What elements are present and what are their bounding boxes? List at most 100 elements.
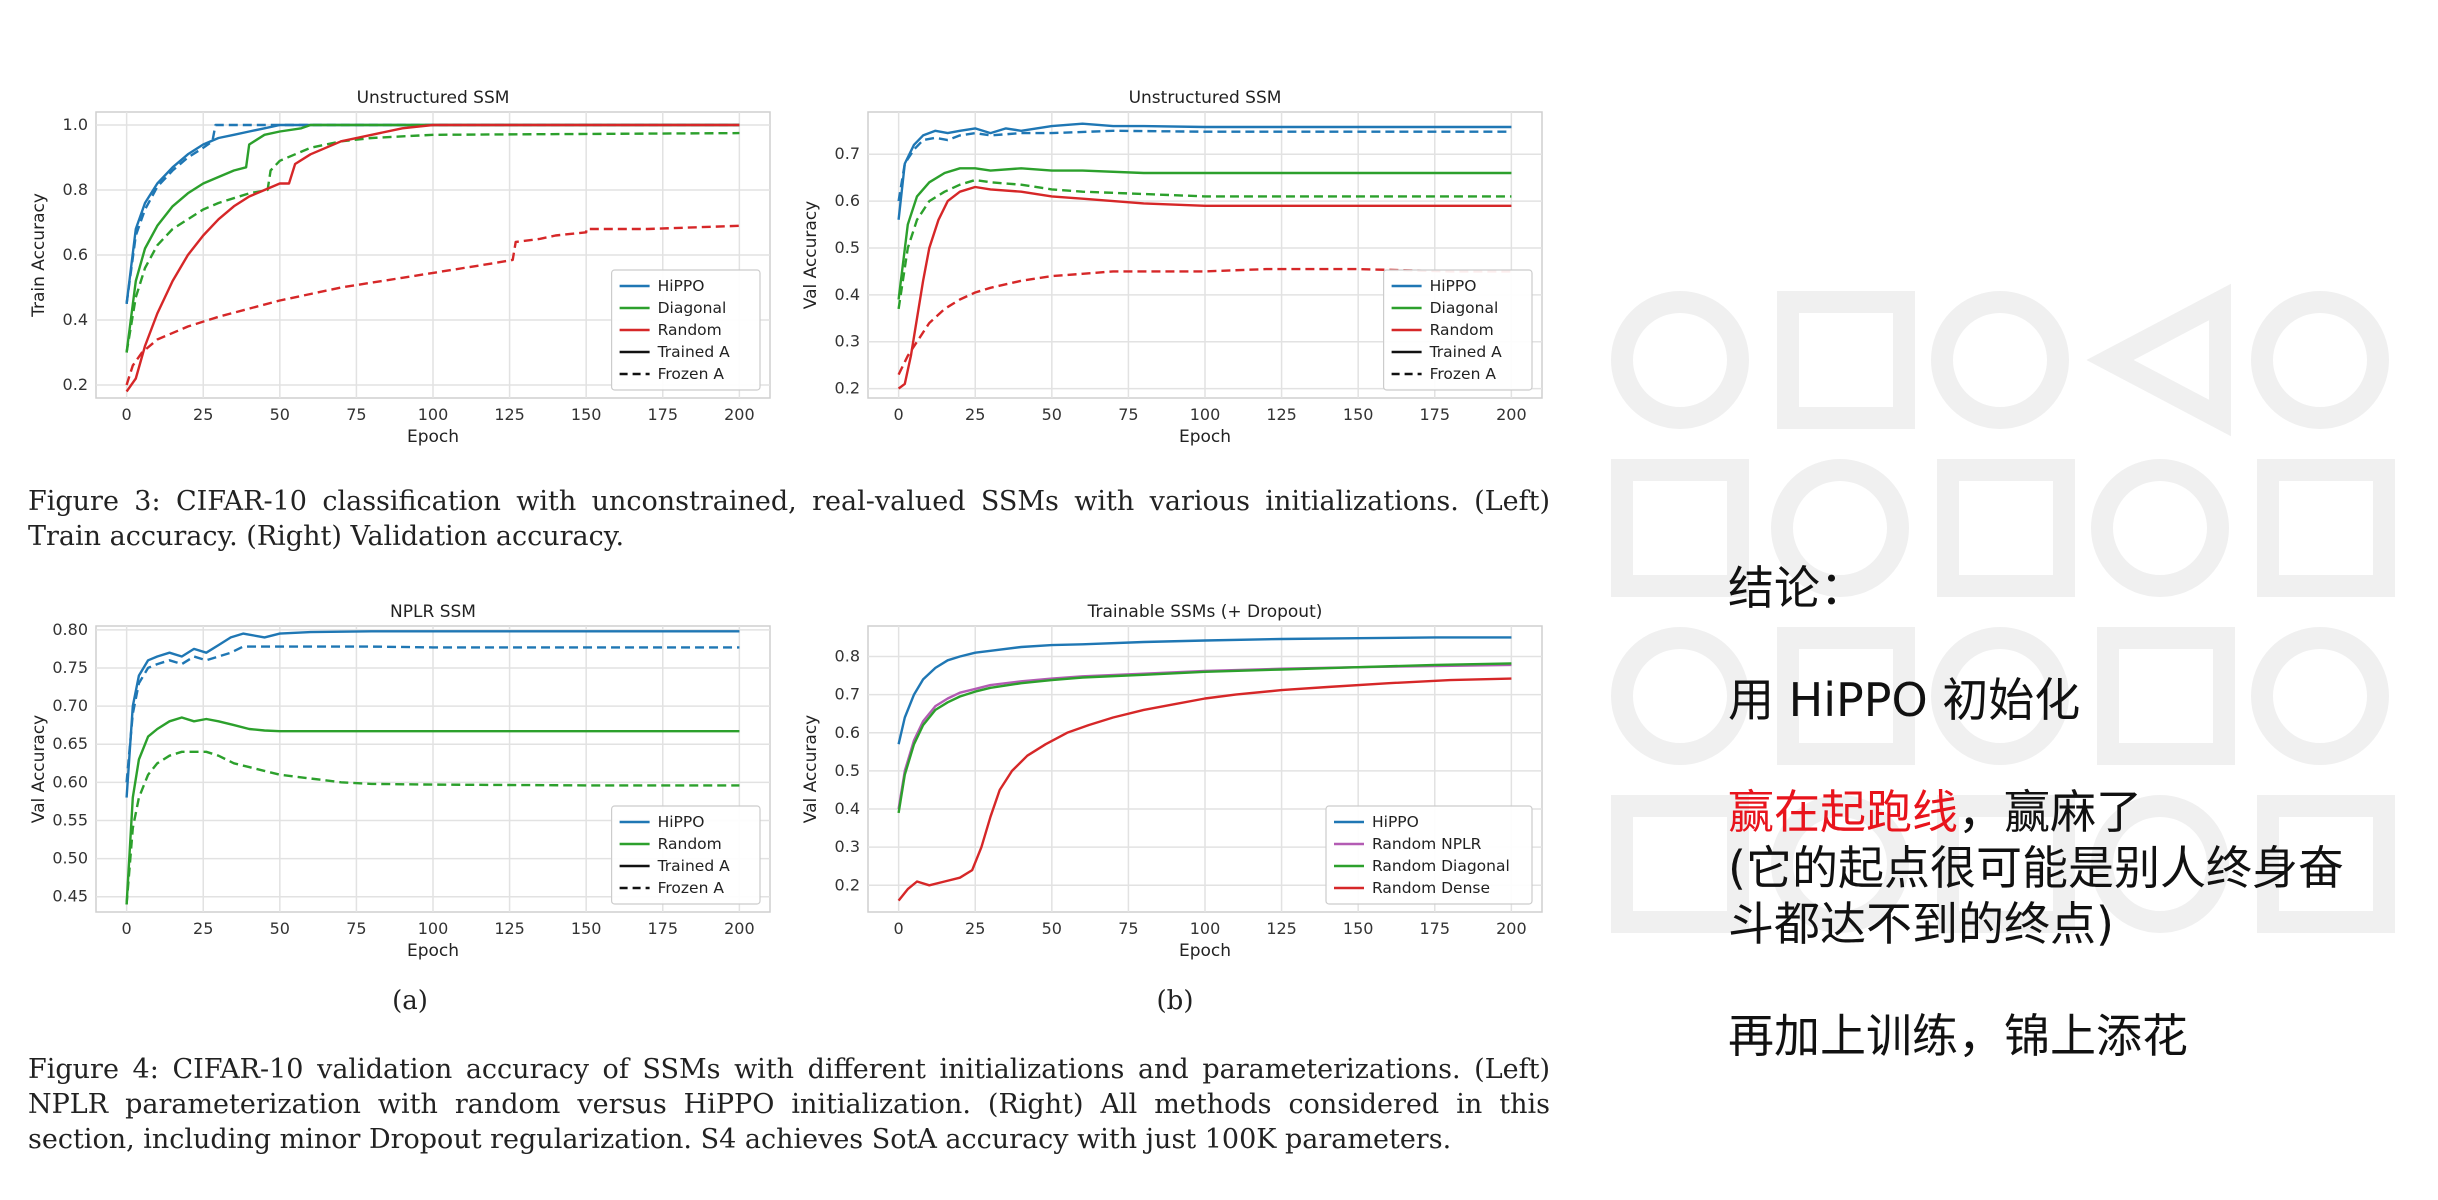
deco-square-9 [2257, 795, 2395, 933]
y-tick-label: 0.75 [52, 658, 88, 677]
y-tick-label: 1.0 [63, 115, 88, 134]
legend-label: Frozen A [1430, 365, 1497, 383]
legend-label: Random [658, 835, 722, 853]
y-tick-label: 0.65 [52, 734, 88, 753]
deco-square-5 [1777, 627, 1915, 765]
series-line-1 [125, 123, 740, 304]
chart-title: Unstructured SSM [1129, 88, 1282, 108]
x-tick-label: 175 [1419, 405, 1450, 424]
y-axis-label: Val Accuracy [29, 715, 49, 823]
x-axis-label: Epoch [407, 427, 459, 447]
deco-circle-7 [1931, 627, 2069, 765]
deco-circle-5 [2091, 459, 2229, 597]
deco-triangle-1 [2086, 283, 2231, 437]
y-tick-label: 0.4 [835, 799, 860, 818]
x-tick-label: 75 [346, 405, 366, 424]
x-tick-label: 200 [1496, 919, 1527, 938]
legend-box [610, 269, 761, 391]
series-line-3 [897, 178, 1512, 310]
deco-square-7 [1611, 795, 1749, 933]
y-tick-label: 0.8 [835, 647, 860, 666]
chart-unstructured-val: 0 25 50 75 100 125 150 175 200 0.2 0.3 0.4 0.5 0.6 0.7… [801, 88, 1543, 447]
y-tick-label: 0.6 [835, 723, 860, 742]
series-line-0 [897, 636, 1512, 745]
training-line: 再加上训练，锦上添花 [1728, 1009, 2188, 1063]
hippo-init-line: 用 HiPPO 初始化 [1728, 673, 2081, 727]
x-tick-label: 125 [494, 405, 525, 424]
legend-label: Trained A [1429, 343, 1502, 361]
y-tick-label: 0.2 [835, 379, 860, 398]
legend-box [1325, 805, 1533, 905]
win-line: 赢在起跑线，赢麻了 [1728, 784, 2428, 840]
legend-label: HiPPO [1372, 813, 1419, 831]
x-tick-label: 200 [724, 405, 755, 424]
legend-label: HiPPO [658, 813, 705, 831]
deco-circle-2 [1931, 291, 2069, 429]
paper-figures: 0 25 50 75 100 125 150 175 200 0.2 0.4 0.6 0.8 1.0 Uns… [28, 88, 1550, 1155]
deco-square-2 [1611, 459, 1749, 597]
win-highlight: 赢在起跑线 [1728, 785, 1958, 839]
legend-label: Random [1430, 321, 1494, 339]
series-line-2 [897, 167, 1512, 300]
y-tick-label: 0.8 [63, 180, 88, 199]
x-tick-label: 50 [1042, 919, 1062, 938]
legend-label: Random Diagonal [1372, 857, 1510, 875]
deco-square-1 [1777, 291, 1915, 429]
x-tick-label: 75 [1118, 919, 1138, 938]
legend-label: Random NPLR [1372, 835, 1482, 853]
legend-box [1382, 269, 1533, 391]
x-tick-label: 200 [1496, 405, 1527, 424]
y-tick-label: 0.70 [52, 696, 88, 715]
legend-label: Random [658, 321, 722, 339]
x-tick-label: 125 [1266, 919, 1297, 938]
x-tick-label: 150 [1343, 405, 1374, 424]
series-line-0 [125, 123, 740, 304]
deco-square-8 [1937, 795, 2075, 933]
legend-label: Diagonal [658, 299, 727, 317]
x-tick-label: 50 [270, 405, 290, 424]
series-line-5 [125, 224, 740, 386]
x-tick-label: 150 [571, 919, 602, 938]
x-tick-label: 0 [122, 405, 132, 424]
deco-circle-1 [1611, 291, 1749, 429]
y-tick-label: 0.45 [52, 887, 88, 906]
series-line-2 [125, 716, 740, 905]
series-line-3 [897, 677, 1512, 902]
series-line-1 [125, 645, 740, 783]
deco-circle-3 [2251, 291, 2389, 429]
figure-4-caption: Figure 4: CIFAR-10 validation accuracy o… [28, 1054, 1550, 1155]
subfigure-label-a: (a) [392, 986, 428, 1016]
x-tick-label: 0 [122, 919, 132, 938]
series-line-4 [125, 123, 740, 393]
x-tick-label: 100 [418, 919, 449, 938]
x-tick-label: 25 [965, 405, 985, 424]
legend-label: HiPPO [658, 277, 705, 295]
x-tick-label: 25 [965, 919, 985, 938]
x-tick-label: 200 [724, 919, 755, 938]
x-tick-label: 100 [418, 405, 449, 424]
x-tick-label: 125 [494, 919, 525, 938]
x-tick-label: 50 [1042, 405, 1062, 424]
deco-circle-9 [1771, 795, 1909, 933]
y-tick-label: 0.6 [835, 191, 860, 210]
figure-3-caption: Figure 3: CIFAR-10 classification with u… [28, 486, 1550, 552]
legend-label: Frozen A [658, 365, 725, 383]
chart-trainable-dropout: 0 25 50 75 100 125 150 175 200 0.2 0.3 0.4 0.5 0.6 0.7… [801, 602, 1543, 961]
y-tick-label: 0.6 [63, 245, 88, 264]
chart-title: Unstructured SSM [357, 88, 510, 108]
y-tick-label: 0.55 [52, 810, 88, 829]
legend-label: Frozen A [658, 879, 725, 897]
series-line-0 [897, 122, 1512, 220]
series-line-2 [125, 123, 740, 353]
x-axis-label: Epoch [1179, 941, 1231, 961]
paren-line-1: (它的起点很可能是别人终身奋 [1728, 841, 2344, 895]
deco-square-6 [2097, 627, 2235, 765]
x-tick-label: 25 [193, 919, 213, 938]
y-tick-label: 0.4 [63, 310, 88, 329]
x-tick-label: 50 [270, 919, 290, 938]
series-line-0 [125, 630, 740, 798]
x-tick-label: 125 [1266, 405, 1297, 424]
legend-box [610, 805, 761, 905]
x-tick-label: 0 [894, 405, 904, 424]
y-tick-label: 0.7 [835, 144, 860, 163]
